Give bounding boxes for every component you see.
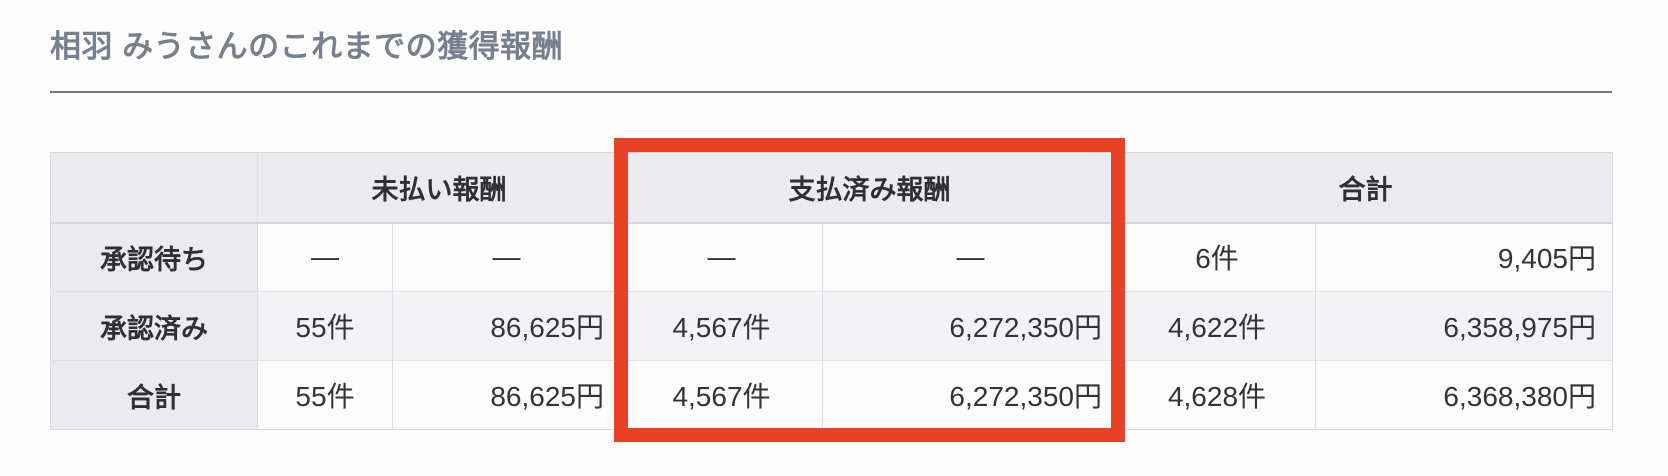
title-underline [50, 91, 1612, 93]
table-row-approved: 承認済み 55件 86,625円 4,567件 6,272,350円 4,622… [50, 291, 1613, 361]
column-group-unpaid: 未払い報酬 [257, 152, 621, 224]
cell-pending-unpaid-amount: — [392, 222, 621, 292]
cell-pending-unpaid-count: — [257, 222, 393, 292]
column-group-paid: 支払済み報酬 [620, 152, 1119, 224]
row-label-total: 合計 [50, 360, 258, 430]
corner-cell [50, 152, 258, 224]
cell-total-total-count: 4,628件 [1118, 360, 1316, 430]
cell-approved-total-amount: 6,358,975円 [1315, 291, 1613, 361]
cell-approved-total-count: 4,622件 [1118, 291, 1316, 361]
cell-approved-unpaid-count: 55件 [257, 291, 393, 361]
cell-total-unpaid-amount: 86,625円 [392, 360, 621, 430]
cell-pending-paid-amount: — [822, 222, 1119, 292]
header-row: 未払い報酬 支払済み報酬 合計 [50, 152, 1613, 224]
page-title: 相羽 みうさんのこれまでの獲得報酬 [50, 29, 564, 64]
cell-pending-paid-count: — [620, 222, 823, 292]
cell-total-paid-count: 4,567件 [620, 360, 823, 430]
cell-total-unpaid-count: 55件 [257, 360, 393, 430]
table-row-pending: 承認待ち — — — — 6件 9,405円 [50, 222, 1613, 292]
rewards-table: 未払い報酬 支払済み報酬 合計 承認待ち — — — — 6件 9,405円 承… [50, 152, 1613, 430]
cell-pending-total-amount: 9,405円 [1315, 222, 1613, 292]
rewards-section: 相羽 みうさんのこれまでの獲得報酬 未払い報酬 支払済み報酬 合計 承認待ち — [50, 0, 1613, 430]
cell-total-paid-amount: 6,272,350円 [822, 360, 1119, 430]
column-group-total: 合計 [1118, 152, 1613, 224]
row-label-approved: 承認済み [50, 291, 258, 361]
cell-approved-unpaid-amount: 86,625円 [392, 291, 621, 361]
table-row-total: 合計 55件 86,625円 4,567件 6,272,350円 4,628件 … [50, 360, 1613, 430]
cell-approved-paid-count: 4,567件 [620, 291, 823, 361]
row-label-pending: 承認待ち [50, 222, 258, 292]
cell-approved-paid-amount: 6,272,350円 [822, 291, 1119, 361]
cell-total-total-amount: 6,368,380円 [1315, 360, 1613, 430]
cell-pending-total-count: 6件 [1118, 222, 1316, 292]
